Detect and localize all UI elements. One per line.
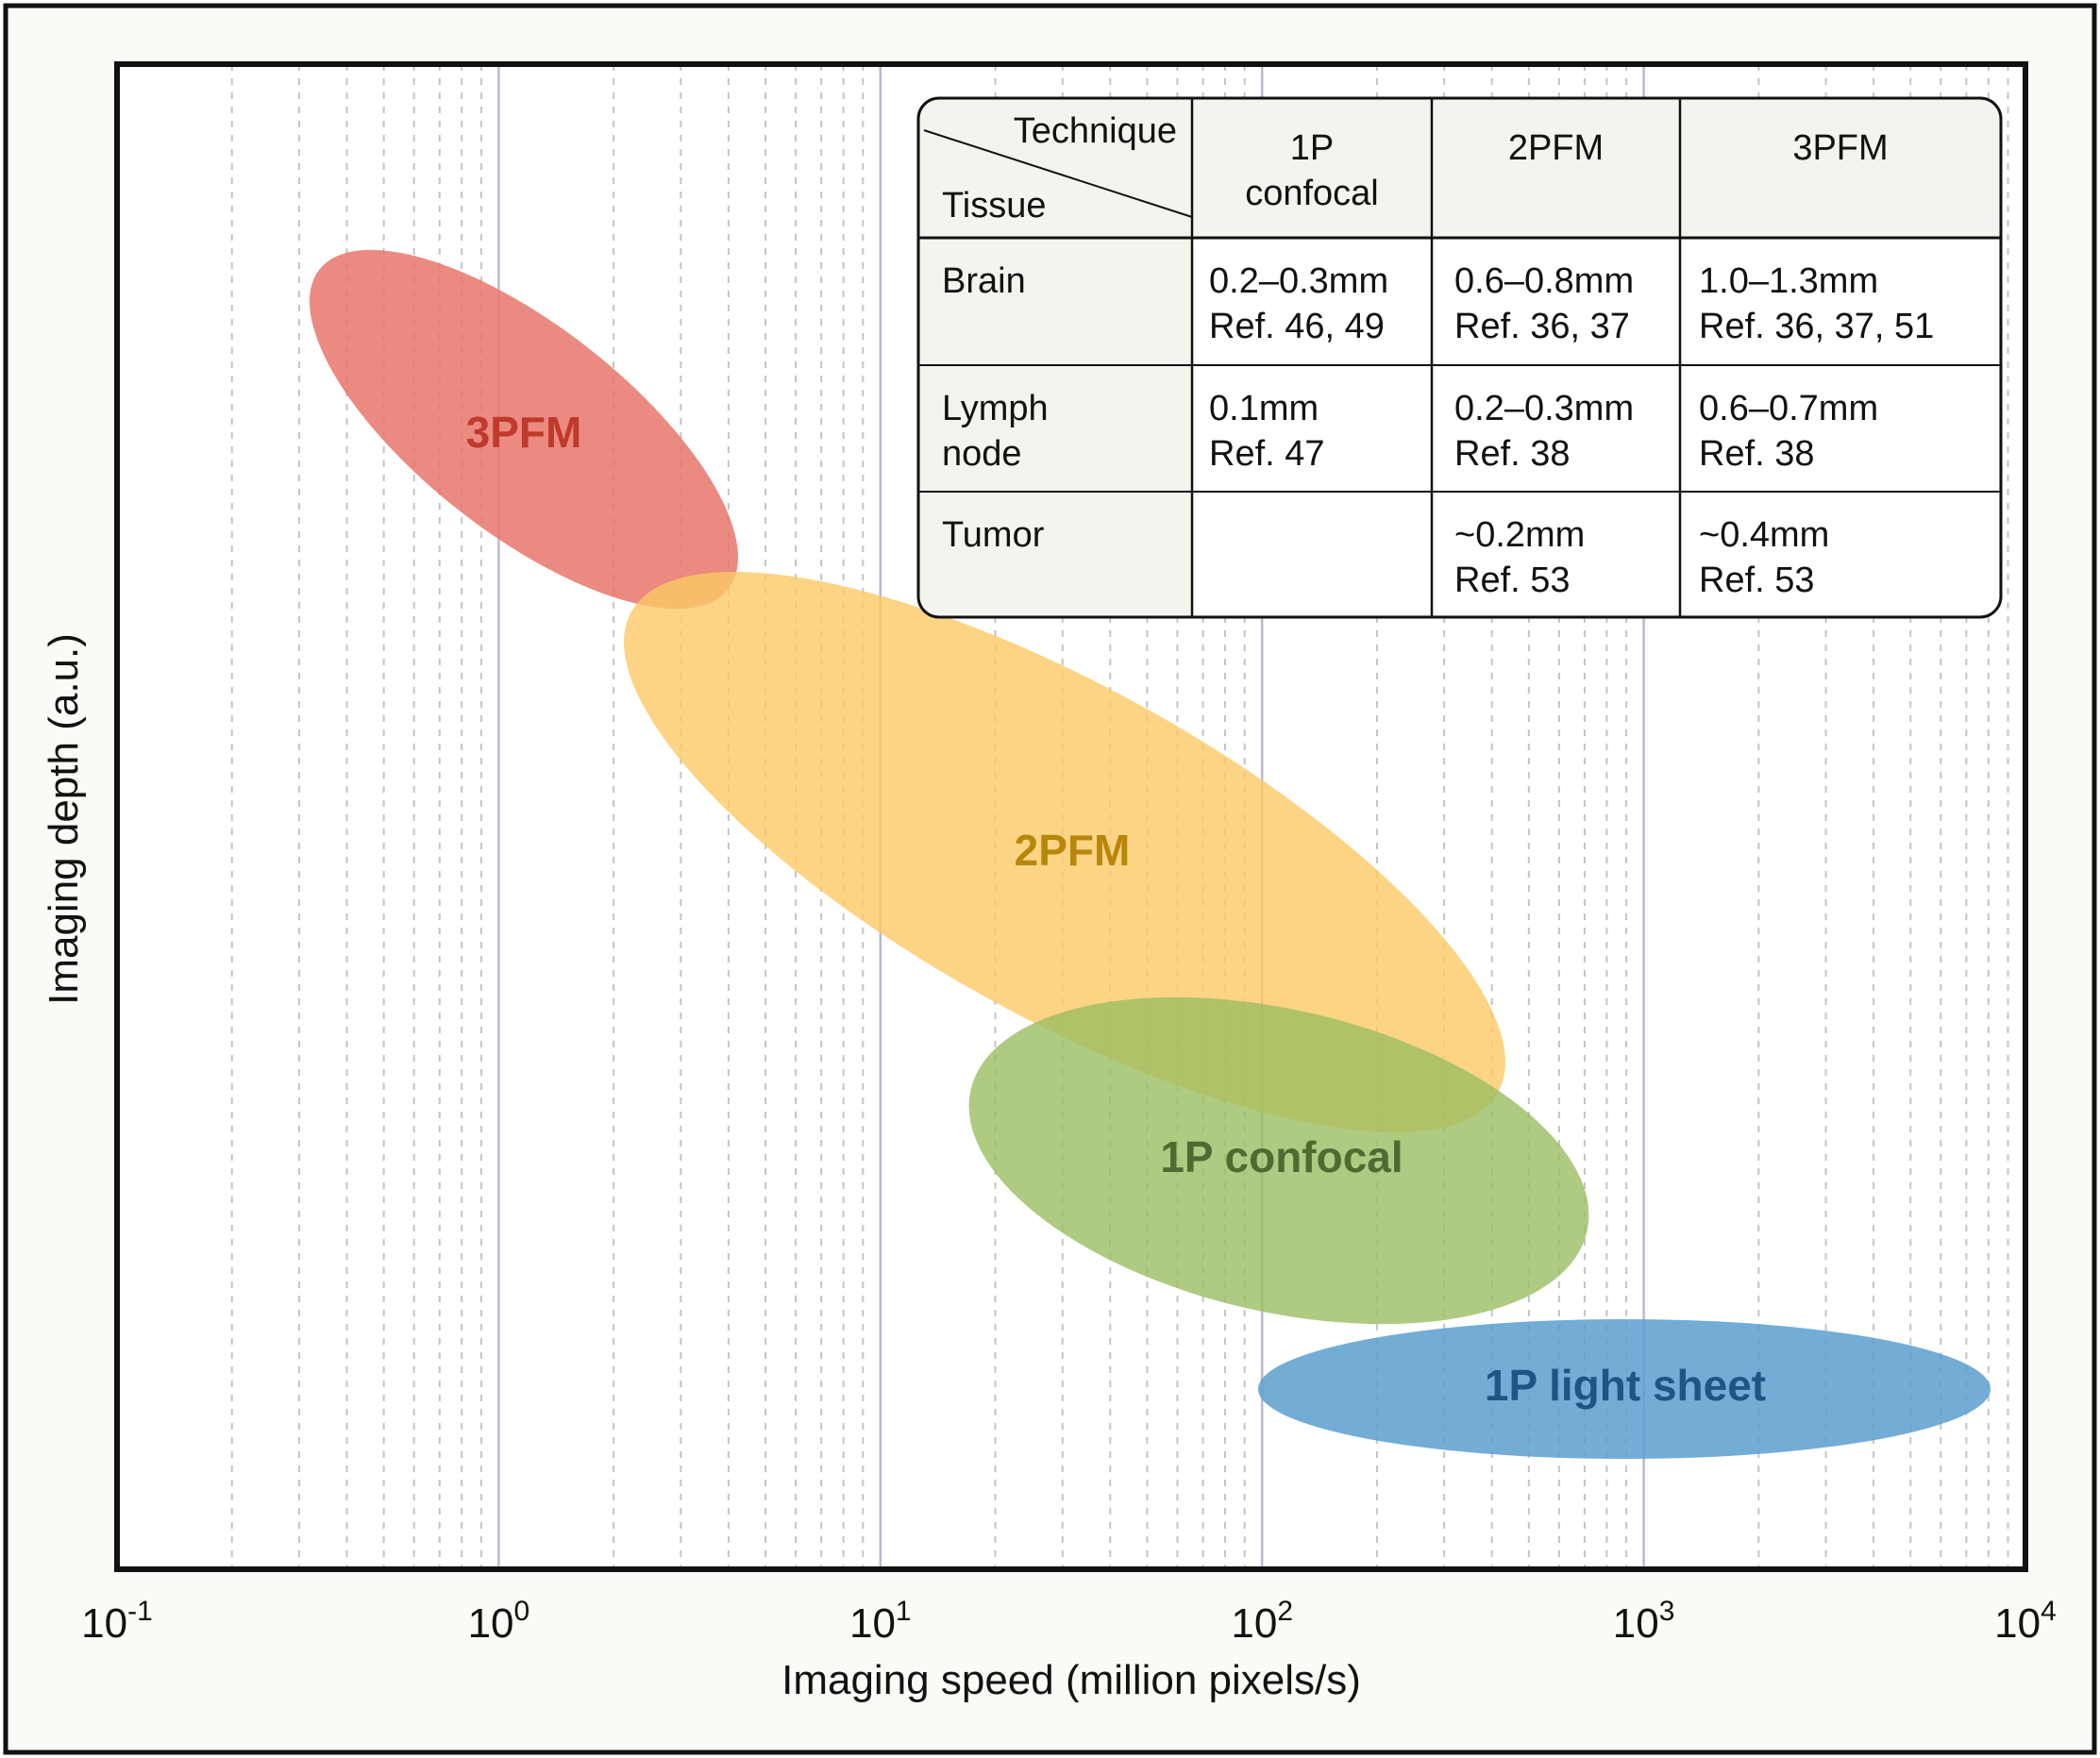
table-row-label: node <box>942 434 1022 474</box>
x-tick-label: 103 <box>1613 1596 1675 1647</box>
region-3pfm <box>309 249 739 610</box>
region-label-1p-confocal: 1P confocal <box>1160 1132 1403 1181</box>
table-corner-tissue: Tissue <box>942 186 1047 226</box>
table-cell: 0.6–0.7mm <box>1699 389 1878 428</box>
table-row-label: Brain <box>942 261 1026 301</box>
table-column-header: confocal <box>1245 174 1379 213</box>
x-axis-label: Imaging speed (million pixels/s) <box>781 1657 1361 1703</box>
x-tick-label: 100 <box>468 1596 530 1647</box>
table-cell: 0.2–0.3mm <box>1209 261 1388 301</box>
table-cell: Ref. 36, 37 <box>1454 307 1630 346</box>
x-tick-label: 104 <box>1994 1596 2057 1647</box>
region-1p-confocal <box>968 996 1589 1325</box>
table-cell-bg <box>1192 238 1999 365</box>
table-row-label: Tumor <box>942 515 1045 555</box>
region-label-3pfm: 3PFM <box>466 408 582 457</box>
x-tick-labels: 10-1 100 101 102 103 104 <box>81 1596 2057 1647</box>
table-cell: Ref. 38 <box>1699 434 1815 474</box>
region-label-2pfm: 2PFM <box>1015 826 1131 875</box>
plot-border <box>114 61 2028 1572</box>
table-cell: Ref. 53 <box>1699 561 1815 600</box>
table-cell: ~0.4mm <box>1699 515 1829 555</box>
comparison-table: Technique Tissue 1P confocal 2PFM 3PFM Brain 0.… <box>916 96 2003 619</box>
table-corner-technique: Technique <box>1014 111 1177 151</box>
table-cell-bg <box>1192 365 1999 492</box>
region-label-1p-light-sheet: 1P light sheet <box>1485 1361 1766 1410</box>
table-cell: 0.1mm <box>1209 389 1319 428</box>
region-labels: 3PFM 2PFM 1P confocal 1P light sheet <box>466 408 1766 1410</box>
table-cell: Ref. 53 <box>1454 561 1571 600</box>
table-cell: 0.6–0.8mm <box>1454 261 1634 301</box>
table-cell-bg <box>1192 492 1999 614</box>
table-border <box>916 96 2003 619</box>
table-column-header: 2PFM <box>1508 128 1604 168</box>
table-cell: 0.2–0.3mm <box>1454 389 1634 428</box>
region-shapes <box>309 249 1991 1459</box>
table-cell: 1.0–1.3mm <box>1699 261 1878 301</box>
region-2pfm <box>624 571 1505 1133</box>
table-cell: Ref. 36, 37, 51 <box>1699 307 1934 346</box>
regions: 3PFM 2PFM 1P confocal 1P light sheet <box>309 249 1991 1459</box>
table-row-label: Lymph <box>942 389 1049 428</box>
table-cell: ~0.2mm <box>1454 515 1585 555</box>
table-column-header: 3PFM <box>1792 128 1888 168</box>
y-axis-label: Imaging depth (a.u.) <box>41 633 87 1005</box>
x-tick-label: 10-1 <box>81 1596 153 1647</box>
region-1p-light-sheet <box>1258 1319 1991 1459</box>
x-tick-label: 101 <box>849 1596 912 1647</box>
x-tick-label: 102 <box>1231 1596 1293 1647</box>
table-cell: Ref. 38 <box>1454 434 1571 474</box>
table-column-header: 1P <box>1290 128 1334 168</box>
table-corner-diagonal <box>923 129 1193 218</box>
table-cell: Ref. 46, 49 <box>1209 307 1385 346</box>
table-cell: Ref. 47 <box>1209 434 1325 474</box>
